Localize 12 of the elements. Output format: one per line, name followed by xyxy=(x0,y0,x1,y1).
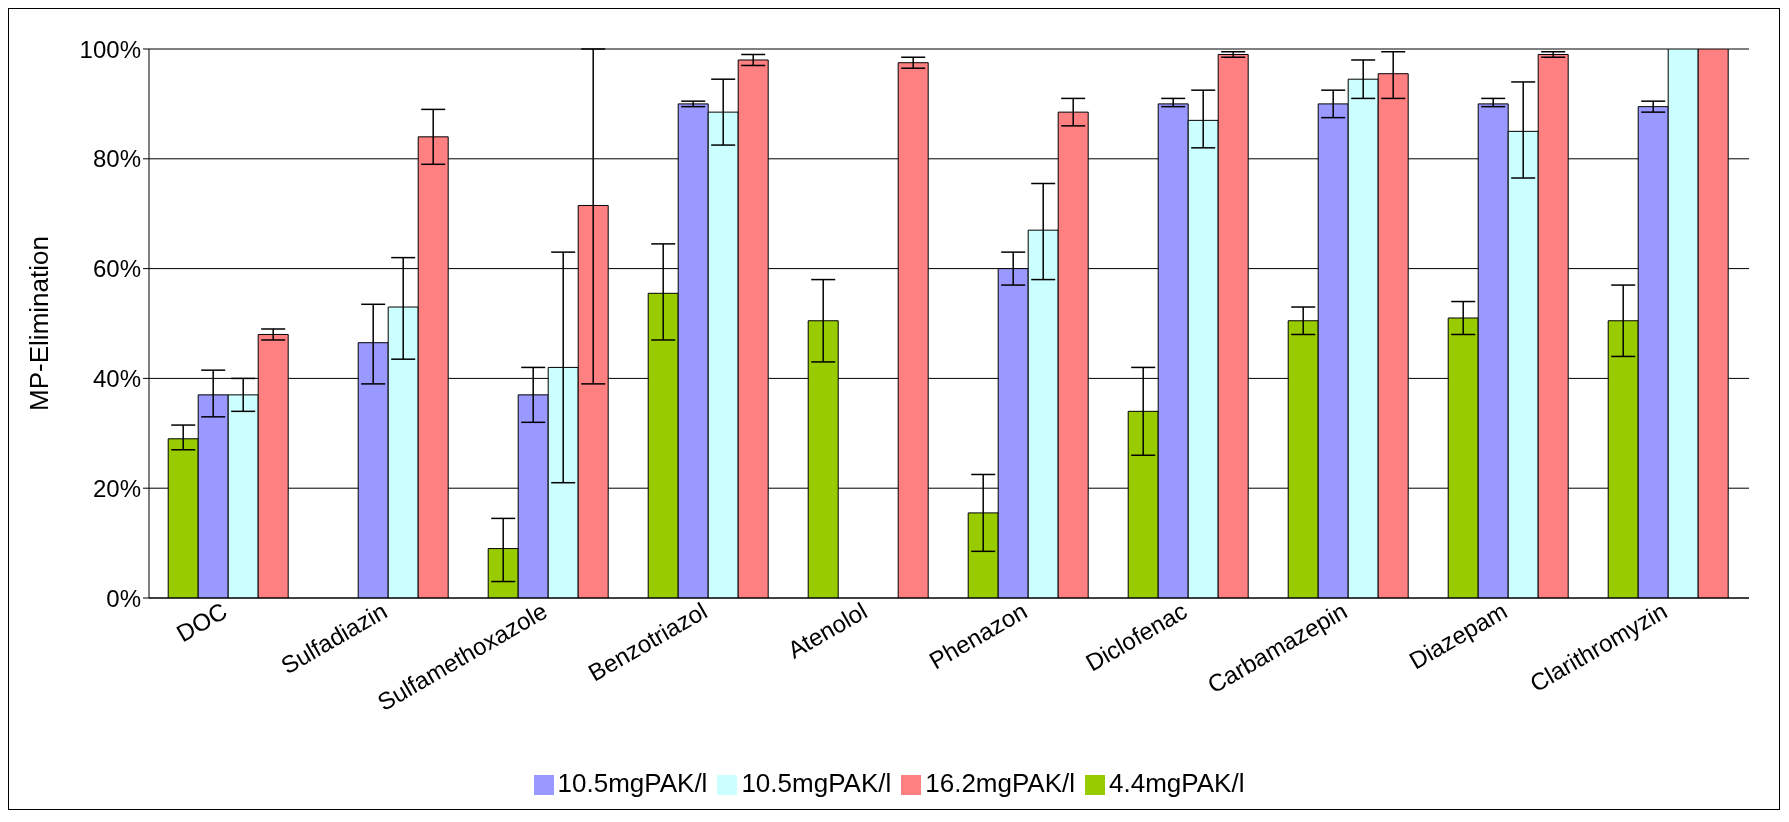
y-axis-title: MP-Elimination xyxy=(24,236,55,411)
x-tick-label: DOC xyxy=(171,596,232,647)
legend-label: 10.5mgPAK/l xyxy=(557,768,708,798)
y-tick-label: 20% xyxy=(92,474,141,502)
legend-label: 4.4mgPAK/l xyxy=(1109,768,1245,798)
y-tick-label: 100% xyxy=(79,35,141,63)
legend-label: 10.5mgPAK/l xyxy=(741,768,892,798)
y-tick-label: 80% xyxy=(92,145,141,173)
y-tick-label: 60% xyxy=(92,255,141,283)
legend-label: 16.2mgPAK/l xyxy=(925,768,1076,798)
y-tick-label: 0% xyxy=(106,584,141,612)
y-tick-label: 40% xyxy=(92,364,141,392)
